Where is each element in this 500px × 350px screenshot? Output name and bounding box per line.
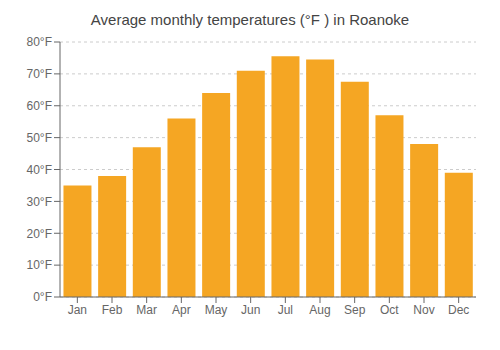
svg-text:10°F: 10°F: [27, 258, 52, 272]
html-text:Average monthly temperatures (: Average monthly temperatures (°F ) in Ro…: [90, 11, 410, 28]
svg-text:Nov: Nov: [413, 303, 434, 317]
svg-text:Apr: Apr: [172, 303, 191, 317]
svg-text:Oct: Oct: [380, 303, 399, 317]
svg-text:Feb: Feb: [102, 303, 123, 317]
svg-text:0°F: 0°F: [33, 290, 52, 304]
svg-text:40°F: 40°F: [27, 163, 52, 177]
svg-text:Jun: Jun: [241, 303, 260, 317]
svg-text:May: May: [205, 303, 228, 317]
svg-text:Sep: Sep: [344, 303, 366, 317]
svg-text:60°F: 60°F: [27, 99, 52, 113]
svg-text:70°F: 70°F: [27, 67, 52, 81]
svg-text:30°F: 30°F: [27, 195, 52, 209]
svg-text:Aug: Aug: [309, 303, 330, 317]
svg-text:50°F: 50°F: [27, 131, 52, 145]
svg-text:20°F: 20°F: [27, 227, 52, 241]
svg-text:Mar: Mar: [136, 303, 157, 317]
svg-text:Dec: Dec: [448, 303, 469, 317]
svg-text:Jan: Jan: [68, 303, 87, 317]
svg-text:Jul: Jul: [278, 303, 293, 317]
svg-text:80°F: 80°F: [27, 35, 52, 49]
